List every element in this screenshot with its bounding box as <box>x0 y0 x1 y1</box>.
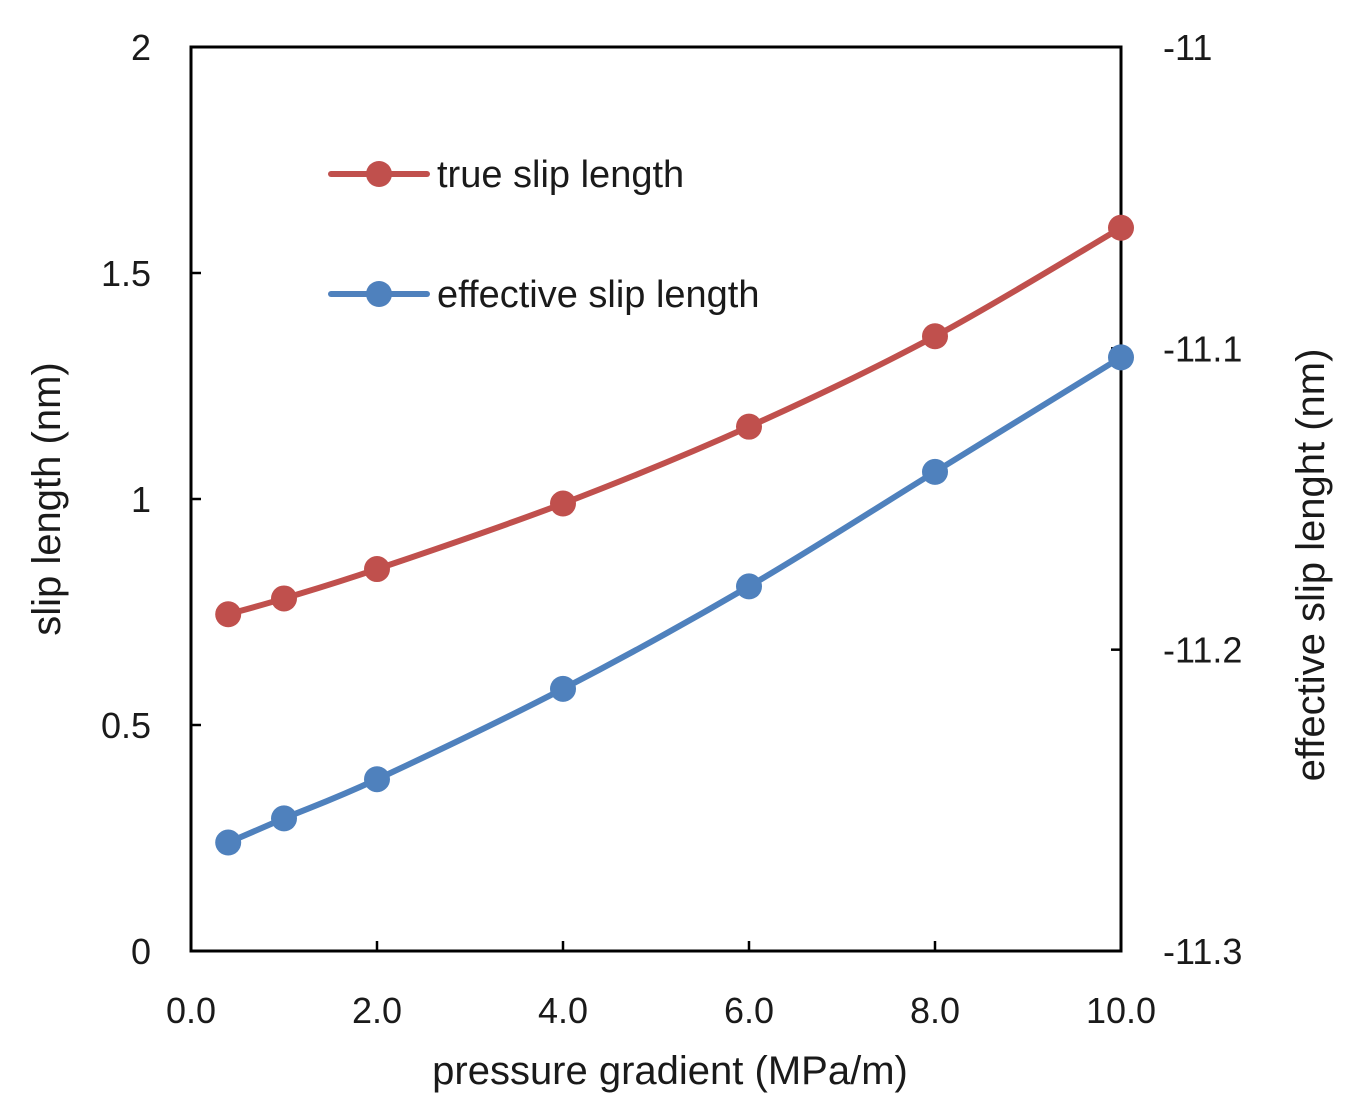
series-line-effective-slip-length <box>225 354 1124 846</box>
y-tick-label: 2 <box>131 27 151 68</box>
x-tick-label: 4.0 <box>538 990 588 1031</box>
data-point-effective-slip-length <box>922 458 948 485</box>
data-point-true-slip-length <box>550 490 576 517</box>
y2-tick-label: -11.1 <box>1163 328 1242 369</box>
data-point-effective-slip-length <box>736 573 762 600</box>
legend-item-true-slip-length: true slip length <box>328 154 684 196</box>
x-tick-label: 2.0 <box>352 990 402 1031</box>
y-tick-label: 1 <box>131 479 151 520</box>
legend: true slip length effective slip length <box>328 154 760 316</box>
x-tick-label: 10.0 <box>1086 990 1156 1031</box>
series-effective-slip-length <box>215 344 1134 856</box>
x-axis-title: pressure gradient (MPa/m) <box>432 1049 908 1093</box>
legend-item-effective-slip-length: effective slip length <box>328 274 760 316</box>
y-tick-label: 0.5 <box>101 705 151 746</box>
y2-tick-label: -11.3 <box>1163 931 1242 972</box>
data-point-true-slip-length <box>364 556 390 583</box>
y2-axis-title: effective slip lenght (nm) <box>1289 349 1333 782</box>
legend-label: true slip length <box>437 154 684 196</box>
legend-marker <box>366 281 392 307</box>
data-point-effective-slip-length <box>1108 344 1134 371</box>
data-point-effective-slip-length <box>550 675 576 702</box>
x-tick-label: 6.0 <box>724 990 774 1031</box>
data-point-effective-slip-length <box>271 805 297 832</box>
series-true-slip-length <box>215 214 1134 628</box>
data-point-effective-slip-length <box>215 829 242 856</box>
legend-label: effective slip length <box>437 274 760 316</box>
series-line-true-slip-length <box>225 224 1124 618</box>
ticks-layer: 0.0 2.0 4.0 6.0 8.0 10.0 0 0.5 1 1.5 2 -11.3 -11.2 -1… <box>101 27 1242 1031</box>
data-point-true-slip-length <box>271 585 297 612</box>
y-tick-label: 0 <box>131 931 151 972</box>
y2-tick-label: -11.2 <box>1163 630 1242 671</box>
series-layer <box>215 214 1134 856</box>
x-tick-label: 0.0 <box>166 990 216 1031</box>
data-point-effective-slip-length <box>364 766 390 793</box>
data-point-true-slip-length <box>215 601 242 628</box>
data-point-true-slip-length <box>736 413 762 440</box>
y-tick-label: 1.5 <box>101 253 151 294</box>
y2-tick-label: -11 <box>1163 27 1212 68</box>
legend-marker <box>366 161 392 187</box>
x-tick-label: 8.0 <box>910 990 960 1031</box>
data-point-true-slip-length <box>1108 214 1134 241</box>
data-point-true-slip-length <box>922 323 948 350</box>
y-axis-title: slip length (nm) <box>25 362 69 635</box>
